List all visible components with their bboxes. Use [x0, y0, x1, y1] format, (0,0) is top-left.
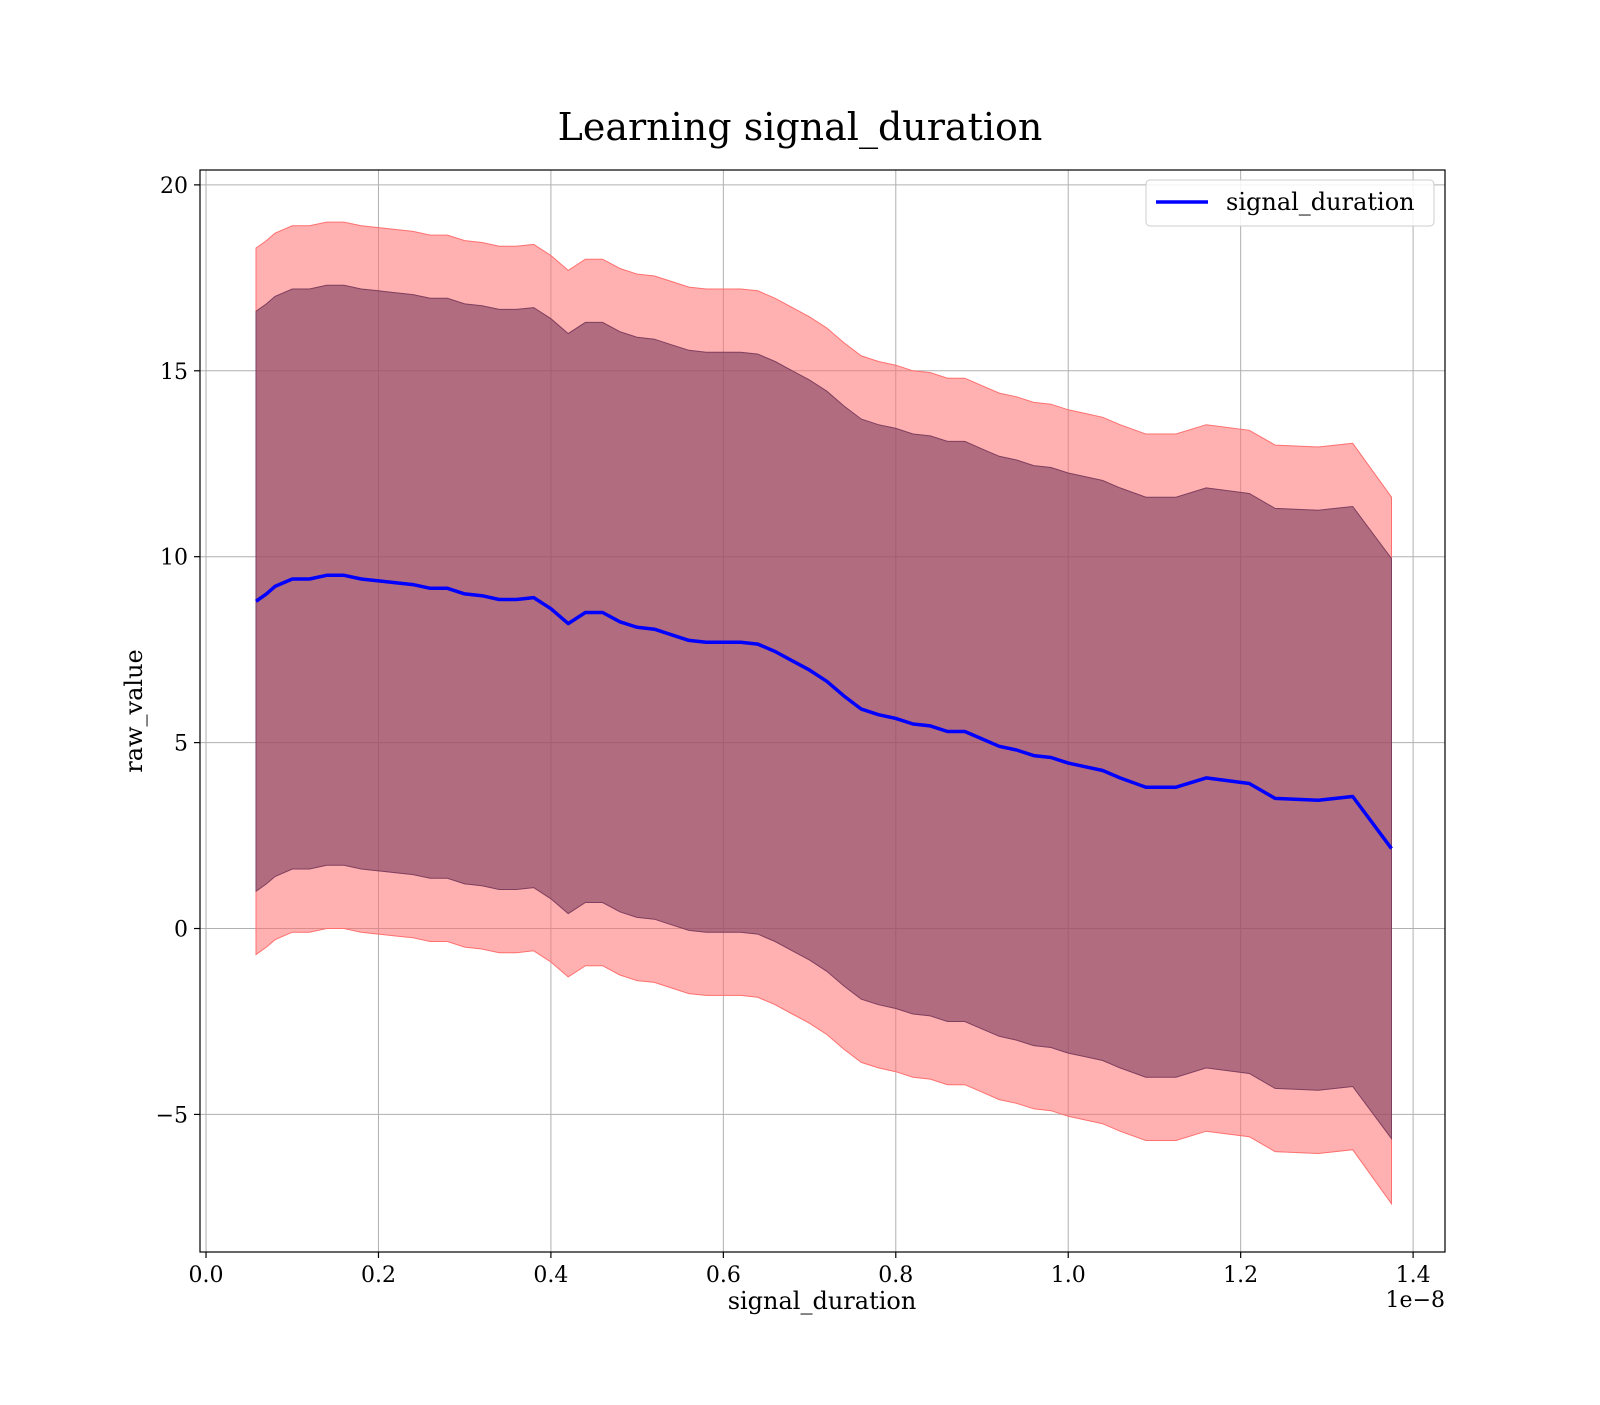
- y-tick-label: 20: [160, 174, 188, 199]
- y-tick-label: 5: [174, 732, 188, 757]
- y-tick-label: 15: [160, 360, 188, 385]
- y-tick-label: −5: [156, 1103, 188, 1128]
- x-tick-label: 1.0: [1051, 1263, 1086, 1288]
- plot-frame: [199, 169, 1446, 1253]
- inner-band-area: [255, 284, 1392, 1141]
- x-tick-label: 1.4: [1396, 1263, 1431, 1288]
- y-axis-label: raw_value: [120, 649, 148, 773]
- x-tick-label: 1.2: [1223, 1263, 1258, 1288]
- legend-box: [1145, 179, 1435, 227]
- x-tick-label: 0.0: [189, 1263, 224, 1288]
- chart-title: Learning signal_duration: [558, 105, 1043, 150]
- legend-label: signal_duration: [1226, 188, 1415, 216]
- band-layer: [255, 221, 1392, 1206]
- y-tick-label: 0: [174, 918, 188, 943]
- line-layer: [254, 573, 1393, 850]
- y-tick-label: 10: [160, 546, 188, 571]
- y-axis-ticks: −5 0 5 10 15 20: [156, 174, 200, 1128]
- x-axis-ticks: 0.0 0.2 0.4 0.6 0.8 1.0 1.2 1.4: [189, 1252, 1431, 1288]
- x-tick-label: 0.8: [878, 1263, 913, 1288]
- x-tick-label: 0.2: [361, 1263, 396, 1288]
- series-line-signal-duration: [254, 573, 1393, 850]
- legend: signal_duration: [1145, 179, 1435, 227]
- x-axis-label: signal_duration: [728, 1287, 917, 1315]
- x-tick-label: 0.6: [706, 1263, 741, 1288]
- x-axis-offset-text: 1e−8: [1386, 1288, 1445, 1313]
- x-tick-label: 0.4: [533, 1263, 568, 1288]
